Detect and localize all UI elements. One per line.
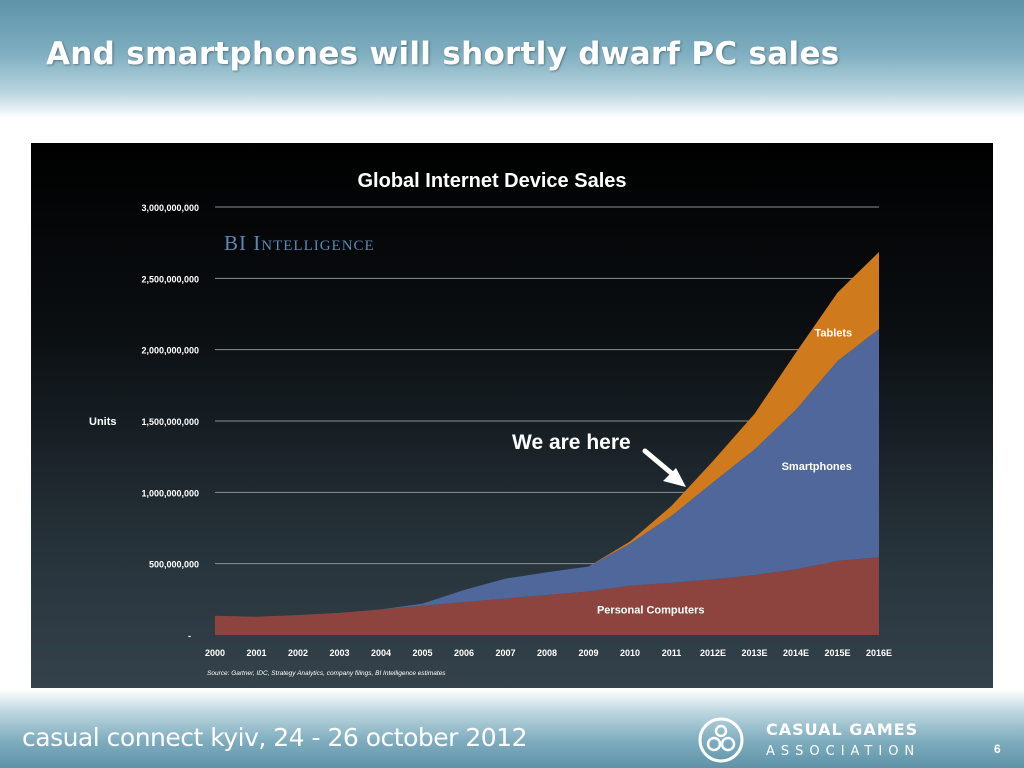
area-layer xyxy=(215,251,880,635)
device-sales-chart: - 500,000,000 1,000,000,000 1,500,000,000 2,… xyxy=(89,170,892,677)
data-point-smartphones xyxy=(504,577,506,579)
data-point-tablets xyxy=(753,413,755,415)
slide-footer: casual connect kyiv, 24 - 26 october 201… xyxy=(0,690,1024,768)
x-tick-label: 2011 xyxy=(662,648,682,658)
area-smartphones xyxy=(215,328,879,617)
x-tick-label: 2007 xyxy=(495,648,515,658)
page-number: 6 xyxy=(994,742,1001,756)
x-tick-label: 2015E xyxy=(824,648,850,658)
series-label: Personal Computers xyxy=(597,605,705,617)
slide-title: And smartphones will shortly dwarf PC sa… xyxy=(46,36,840,72)
we-are-here-annotation: We are here xyxy=(512,431,686,487)
annotation-text: We are here xyxy=(512,431,631,454)
data-point-personal-computers xyxy=(255,616,257,618)
x-tick-label: 2003 xyxy=(329,648,349,658)
y-tick-label: 1,000,000,000 xyxy=(141,488,199,498)
casual-games-association-logo-icon xyxy=(698,717,744,763)
series-label: Smartphones xyxy=(782,461,852,473)
x-tick-label: 2006 xyxy=(454,648,474,658)
area-tablets xyxy=(215,251,879,617)
data-point-smartphones xyxy=(463,589,465,591)
x-tick-label: 2000 xyxy=(205,648,225,658)
data-point-smartphones xyxy=(546,571,548,573)
data-point-tablets xyxy=(670,505,672,507)
data-point-personal-computers xyxy=(338,612,340,614)
area-personal-computers xyxy=(215,557,879,635)
data-point-personal-computers xyxy=(297,614,299,616)
y-tick-label: 1,500,000,000 xyxy=(141,417,199,427)
chart-panel: - 500,000,000 1,000,000,000 1,500,000,000 2,… xyxy=(31,143,993,688)
x-tick-label: 2010 xyxy=(620,648,640,658)
association-name: CASUAL GAMES xyxy=(766,720,919,739)
y-axis-label: Units xyxy=(89,416,117,428)
x-tick-label: 2014E xyxy=(783,648,809,658)
x-tick-label: 2009 xyxy=(578,648,598,658)
association-subtitle: ASSOCIATION xyxy=(766,744,921,759)
series-labels: Personal Computers Smartphones Tablets xyxy=(597,327,852,616)
annotation-arrowhead xyxy=(663,468,686,487)
x-tick-label: 2016E xyxy=(866,648,892,658)
x-tick-label: 2004 xyxy=(371,648,391,658)
data-point-smartphones xyxy=(587,565,589,567)
x-tick-label: 2002 xyxy=(288,648,308,658)
data-point-smartphones xyxy=(421,602,423,604)
event-name: casual connect kyiv, 24 - 26 october 201… xyxy=(22,723,528,752)
axis-layer: - 500,000,000 1,000,000,000 1,500,000,000 2,… xyxy=(141,203,892,658)
x-tick-label: 2013E xyxy=(741,648,767,658)
x-tick-label: 2008 xyxy=(537,648,557,658)
y-tick-label: - xyxy=(188,631,191,641)
source-note: Source: Gartner, IDC, Strategy Analytics… xyxy=(207,670,446,677)
y-tick-label: 2,500,000,000 xyxy=(141,274,199,284)
y-tick-label: 3,000,000,000 xyxy=(141,203,199,213)
data-point-tablets xyxy=(795,351,797,353)
series-label: Tablets xyxy=(814,327,852,339)
chart-title: Global Internet Device Sales xyxy=(358,170,627,192)
x-tick-label: 2012E xyxy=(700,648,726,658)
data-point-tablets xyxy=(629,540,631,542)
annotation-arrow-icon xyxy=(642,448,679,480)
data-point-tablets xyxy=(712,460,714,462)
x-tick-label: 2005 xyxy=(412,648,432,658)
slide-header: And smartphones will shortly dwarf PC sa… xyxy=(0,0,1024,118)
bi-intelligence-brand: BI Intelligence xyxy=(224,231,375,255)
data-point-tablets xyxy=(836,291,838,293)
data-point-tablets xyxy=(878,251,880,253)
y-tick-label: 500,000,000 xyxy=(149,560,199,570)
y-tick-label: 2,000,000,000 xyxy=(141,346,199,356)
x-tick-label: 2001 xyxy=(246,648,266,658)
